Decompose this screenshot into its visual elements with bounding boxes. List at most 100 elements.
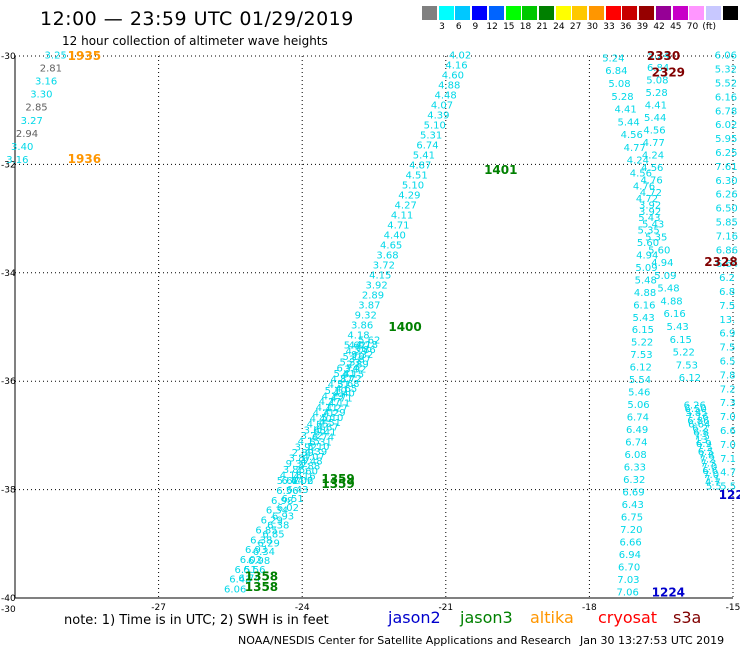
track-value: 5.10 [321, 413, 343, 424]
scale-swatch [455, 6, 471, 20]
track-value: 5.46 [628, 388, 650, 399]
track-value: 6.78 [715, 106, 737, 117]
track-value: 5.43 [667, 322, 689, 333]
track-value: 4.56 [630, 169, 652, 180]
track-value: 7.0 [703, 470, 719, 481]
track-value: 4.88 [660, 296, 682, 307]
scale-swatch [488, 6, 504, 20]
track-value: 5.35 [638, 225, 660, 236]
track-value: 4.76 [633, 181, 655, 192]
track-value: 6.5 [720, 357, 736, 368]
track-value: 5.28 [646, 88, 668, 99]
track-value: 4.77 [624, 143, 646, 154]
track-value: 4.65 [380, 241, 402, 252]
scale-label: 30 [586, 22, 599, 32]
track-value: 7.06 [617, 587, 639, 598]
track-value: 6.75 [621, 512, 643, 523]
track-value: 6.06 [715, 51, 737, 62]
track-value: 4.71 [313, 408, 335, 419]
track-value: 4.27 [319, 397, 341, 408]
pass-time-label: 1400 [388, 320, 421, 334]
track-value: 2.81 [40, 64, 62, 75]
track-value: 4.02 [449, 51, 471, 62]
scale-swatch [655, 6, 671, 20]
scale-label: 9 [472, 22, 479, 32]
track-value: 2.89 [347, 360, 369, 371]
track-value: 6.64 [716, 259, 738, 270]
track-value: 7.3 [700, 458, 716, 469]
track-value: 4.76 [640, 175, 662, 186]
track-value: 7.61 [715, 162, 737, 173]
track-value: 2.89 [292, 448, 314, 459]
track-value: 5.54 [629, 375, 651, 386]
track-value: 4.18 [347, 331, 369, 342]
track-value: 6.29 [258, 538, 280, 549]
track-value: 13. [719, 315, 735, 326]
track-value: 6.50 [684, 404, 706, 415]
track-value: 4.51 [405, 171, 427, 182]
track-value: 7.53 [630, 350, 652, 361]
track-value: 4.60 [296, 466, 318, 477]
track-value: 5.44 [618, 117, 640, 128]
track-value: 7.5 [697, 443, 713, 454]
track-value: 4.24 [627, 156, 649, 167]
track-value: 3.92 [295, 442, 317, 453]
track-value: 7.16 [686, 412, 708, 423]
track-value: 6.33 [624, 463, 646, 474]
track-value: 7.5 [719, 301, 735, 312]
track-value: 3.68 [337, 379, 359, 390]
track-value: 4.07 [431, 101, 453, 112]
scale-swatch [589, 6, 604, 20]
track-value: 6.84 [605, 66, 627, 77]
track-value: 6.74 [337, 363, 359, 374]
track-value: 4.07 [303, 452, 325, 463]
track-value: 4.11 [328, 398, 350, 409]
track-value: 6.02 [277, 503, 299, 514]
scale-swatch [672, 6, 688, 20]
track-value: 5.22 [631, 338, 653, 349]
track-value: 6.02 [715, 120, 737, 131]
track-value: 5.44 [644, 113, 666, 124]
track-value: 3.86 [351, 321, 373, 332]
track-value: 5.09 [635, 263, 657, 274]
track-value: 5.24 [602, 53, 624, 64]
track-value: 4.29 [322, 391, 344, 402]
track-value: 4.56 [641, 163, 663, 174]
x-tick-label: -15 [726, 603, 740, 613]
scale-label: 18 [519, 22, 532, 32]
track-value: 6.70 [618, 562, 640, 573]
track-value: 6.51 [234, 565, 256, 576]
track-value: 5.10 [402, 181, 424, 192]
track-value: 6.50 [716, 204, 738, 215]
track-value: 6.02 [240, 555, 262, 566]
y-tick-label: -32 [1, 160, 16, 170]
track-value: 4.11 [391, 211, 413, 222]
y-tick-label: -38 [1, 486, 16, 496]
track-value: 4.88 [298, 462, 320, 473]
legend-jason3: jason3 [460, 608, 513, 627]
track-value: 9.32 [351, 350, 373, 361]
track-value: 4.39 [427, 111, 449, 122]
track-value: 6.30 [715, 176, 737, 187]
track-value: 5.62 [358, 335, 380, 346]
track-value: 4.88 [438, 81, 460, 92]
track-value: 5.08 [646, 76, 668, 87]
track-value: 3.72 [340, 374, 362, 385]
track-value: 7.16 [716, 231, 738, 242]
track-value: 6.29 [261, 516, 283, 527]
track-value: 5.28 [611, 92, 633, 103]
track-value: 6.2 [692, 424, 708, 435]
track-value: 5.43 [632, 313, 654, 324]
track-value: 6.32 [623, 475, 645, 486]
track-value: 6.38 [250, 535, 272, 546]
track-value: 6.69 [622, 487, 644, 498]
track-value: 7.5 [719, 343, 735, 354]
track-value: 6.12 [630, 363, 652, 374]
track-value: 6.06 [224, 585, 246, 596]
track-value: 3.68 [376, 251, 398, 262]
track-value: 6.06 [291, 476, 313, 487]
track-value: 6.38 [267, 521, 289, 532]
scale-swatch [639, 6, 655, 20]
track-value: 4.15 [342, 369, 364, 380]
